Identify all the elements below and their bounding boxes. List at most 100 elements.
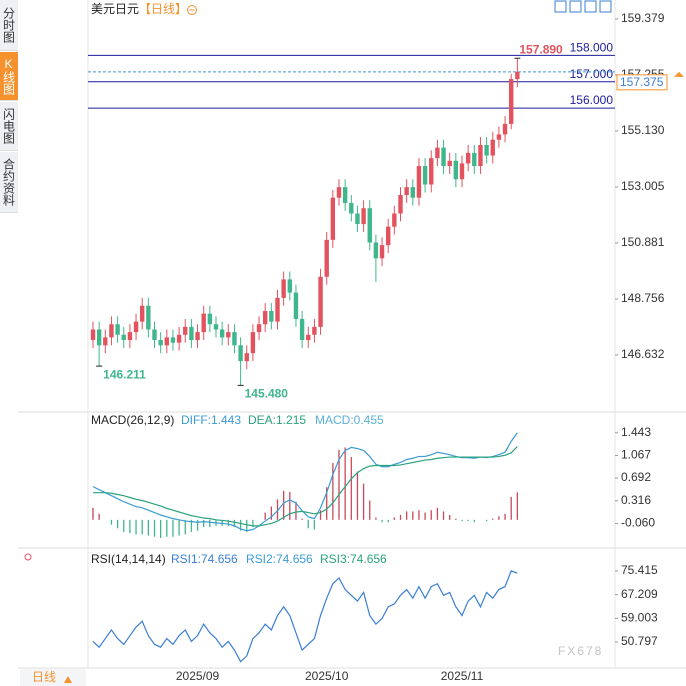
candle-body: [250, 332, 256, 354]
candle-body: [115, 324, 120, 335]
current-price-marker: [674, 71, 684, 77]
candle-body: [281, 279, 286, 298]
candle-body: [183, 326, 188, 335]
candle-body: [355, 213, 360, 225]
symbol: 美元日元: [91, 2, 139, 16]
current-price-box: [616, 74, 668, 91]
candle-body: [201, 313, 206, 333]
y-tick-label: 1.067: [621, 448, 651, 462]
candle-body: [465, 152, 471, 164]
candle-body: [318, 276, 323, 327]
period-selector[interactable]: 日线: [32, 670, 56, 684]
candle-body: [109, 324, 114, 338]
candle-body: [367, 208, 372, 243]
candle-body: [96, 329, 102, 346]
sidebar-tab[interactable]: K线图: [0, 52, 18, 101]
candle-body: [373, 242, 379, 259]
y-tick-label: 159.379: [621, 11, 665, 25]
y-tick-label: 148.756: [621, 291, 665, 305]
candle-body: [453, 160, 459, 180]
candle-body: [244, 353, 249, 362]
candle-body: [410, 187, 415, 198]
candle-body: [293, 292, 299, 319]
candle-body: [207, 313, 213, 325]
candle-body: [386, 226, 391, 246]
candle-body: [379, 245, 385, 259]
candle-body: [472, 152, 477, 167]
candle-body: [398, 195, 403, 214]
candle-body: [299, 318, 305, 341]
tool-icon[interactable]: [599, 0, 612, 13]
toolbar: [554, 0, 612, 13]
y-tick-label: 0.316: [621, 493, 651, 507]
candle-body: [90, 329, 96, 341]
x-tick-label: 2025/10: [305, 669, 349, 683]
candle-body: [158, 340, 163, 346]
candle-body: [176, 334, 182, 343]
legend-entry: DIFF:1.443: [181, 413, 241, 427]
candle-body: [496, 134, 502, 140]
candle-body: [219, 329, 225, 338]
candle-body: [478, 144, 483, 167]
candle-body: [232, 332, 237, 346]
candle-body: [490, 139, 495, 156]
y-tick-label: 153.005: [621, 179, 665, 193]
tool-icon[interactable]: [554, 0, 567, 13]
candle-body: [213, 324, 219, 330]
legend-entry: DEA:1.215: [248, 413, 306, 427]
legend-entry: RSI1:74.656: [171, 552, 238, 566]
candle-body: [342, 187, 348, 203]
candle-body: [170, 337, 176, 343]
candle-body: [422, 166, 428, 185]
y-tick-label: 155.130: [621, 123, 665, 137]
y-tick-label: 75.415: [621, 563, 658, 577]
y-tick-label: -0.060: [621, 516, 655, 530]
extreme-label: 146.211: [103, 367, 146, 381]
candle-body: [133, 321, 139, 333]
y-tick-label: 0.692: [621, 470, 651, 484]
dropdown-arrow: [64, 676, 72, 683]
y-tick-label: 1.443: [621, 425, 651, 439]
candle-body: [502, 123, 508, 135]
current-price-label: 157.375: [620, 75, 664, 89]
candle-body: [269, 311, 274, 322]
candle-body: [336, 187, 342, 198]
sidebar-tab[interactable]: 合约资料: [0, 152, 18, 213]
legend-entry: MACD:0.455: [315, 413, 384, 427]
candle-body: [256, 324, 262, 333]
candle-body: [146, 305, 151, 330]
candle-body: [306, 334, 311, 341]
candle-body: [392, 213, 397, 227]
indicator-title: MACD(26,12,9): [91, 413, 174, 427]
candle-body: [287, 279, 292, 293]
candle-body: [226, 332, 231, 338]
indicator-line: [93, 446, 518, 527]
sidebar-tab[interactable]: 闪电图: [0, 102, 18, 151]
tool-icon[interactable]: [569, 0, 582, 13]
watermark: FX678: [558, 644, 603, 658]
settings-icon[interactable]: [24, 553, 32, 561]
indicator-line: [92, 569, 518, 663]
candle-body: [121, 334, 126, 341]
price-level-label: 157.000: [570, 67, 614, 81]
candle-body: [103, 337, 108, 346]
y-tick-label: 146.632: [621, 347, 665, 361]
sidebar-tab[interactable]: 分时图: [0, 0, 18, 51]
candle-body: [484, 144, 489, 156]
indicator-title: RSI(14,14,14): [91, 552, 166, 566]
candle-body: [404, 187, 409, 196]
candle-body: [416, 166, 422, 198]
candle-body: [509, 79, 514, 124]
zoom-icon[interactable]: [187, 5, 197, 15]
price-level-label: 158.000: [570, 41, 614, 55]
candle-body: [459, 163, 465, 180]
candle-body: [195, 332, 200, 341]
y-tick-label: 59.003: [621, 611, 658, 625]
candle-body: [515, 71, 520, 80]
legend-entry: RSI3:74.656: [320, 552, 387, 566]
candle-body: [441, 147, 446, 167]
tool-icon[interactable]: [584, 0, 597, 13]
candle-body: [429, 158, 434, 185]
